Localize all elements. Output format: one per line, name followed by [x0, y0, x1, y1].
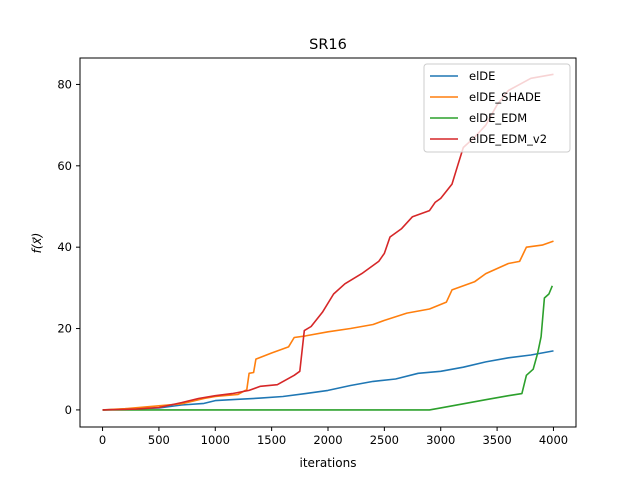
x-tick-label: 3000 [426, 433, 455, 447]
legend-frame [423, 63, 571, 153]
y-tick-label: 60 [57, 159, 72, 173]
x-tick-label: 500 [148, 433, 170, 447]
x-tick-label: 4000 [539, 433, 568, 447]
y-tick-label: 0 [65, 403, 72, 417]
series-line-2 [102, 285, 554, 411]
x-tick-label: 3500 [482, 433, 511, 447]
legend: elDE elDE_SHADE elDE_EDM elDE_EDM_v2 [423, 63, 571, 153]
x-tick-label: 0 [99, 433, 106, 447]
x-axis: 0 500 1000 1500 2000 2500 3000 3500 4000 [99, 427, 568, 447]
x-tick-label: 2000 [313, 433, 342, 447]
series-line-0 [102, 350, 554, 411]
legend-items: elDE elDE_SHADE elDE_EDM elDE_EDM_v2 [430, 69, 547, 146]
y-axis-label: f(x⃗) [30, 233, 44, 254]
x-tick-label: 2500 [370, 433, 399, 447]
legend-label: elDE_EDM_v2 [469, 132, 547, 146]
y-tick-label: 40 [57, 240, 72, 254]
x-axis-label: iterations [300, 456, 357, 470]
legend-label: elDE [469, 69, 495, 83]
legend-label: elDE_EDM [469, 111, 527, 125]
chart-title: SR16 [309, 37, 347, 53]
series-line-1 [102, 240, 554, 411]
x-tick-label: 1500 [257, 433, 286, 447]
x-tick-label: 1000 [201, 433, 230, 447]
y-tick-label: 80 [57, 77, 72, 91]
series-layer [102, 73, 554, 411]
y-tick-label: 20 [57, 322, 72, 336]
y-axis: 0 20 40 60 80 [57, 77, 80, 417]
legend-label: elDE_SHADE [469, 90, 541, 104]
